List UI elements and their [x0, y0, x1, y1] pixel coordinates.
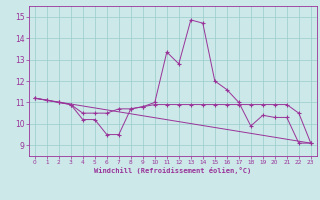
X-axis label: Windchill (Refroidissement éolien,°C): Windchill (Refroidissement éolien,°C)	[94, 167, 252, 174]
